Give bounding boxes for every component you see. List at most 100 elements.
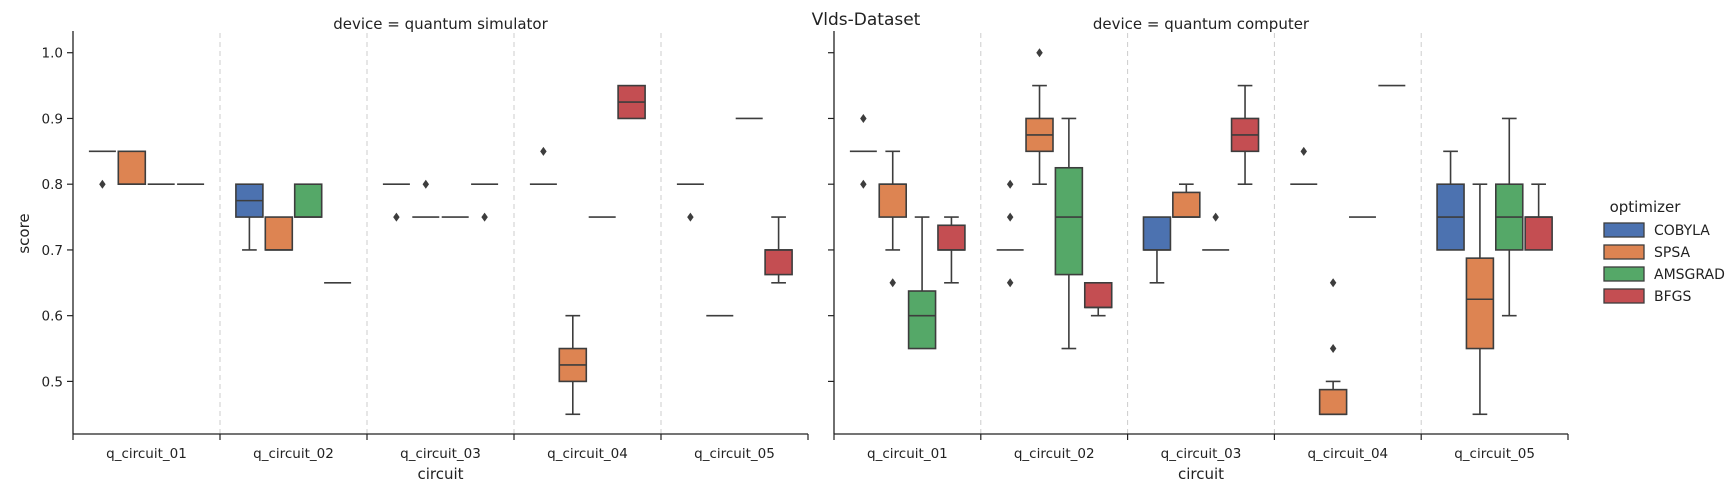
outlier-point bbox=[1006, 179, 1014, 189]
box-spsa-q_circuit_02 bbox=[264, 216, 294, 251]
box-cobyla-q_circuit_04 bbox=[529, 146, 557, 185]
box-cobyla-q_circuit_03 bbox=[1142, 216, 1172, 284]
box-body bbox=[1465, 257, 1495, 350]
x-tick-label: q_circuit_04 bbox=[547, 446, 628, 462]
x-tick-label: q_circuit_05 bbox=[694, 446, 775, 462]
outlier-point bbox=[860, 113, 867, 123]
box-body bbox=[1054, 166, 1084, 276]
box-body bbox=[937, 224, 966, 251]
box-cobyla-q_circuit_02 bbox=[235, 183, 264, 251]
y-tick-label: 0.6 bbox=[42, 309, 63, 325]
x-tick-label: q_circuit_01 bbox=[867, 446, 948, 462]
legend-item-amsgrad: AMSGRAD bbox=[1603, 266, 1725, 283]
box-spsa-q_circuit_04 bbox=[1318, 278, 1348, 416]
outlier-point bbox=[99, 179, 106, 189]
outlier-point bbox=[540, 146, 547, 156]
outlier-point bbox=[481, 212, 488, 222]
panels: device = quantum simulator 0.5 0.6 0.7 0.8 0.… bbox=[15, 15, 1569, 483]
panel-2: device = quantum computer q_circuit_01 q_c… bbox=[828, 15, 1569, 483]
box-body bbox=[264, 216, 294, 251]
box-body bbox=[1524, 216, 1553, 251]
x-axis-label: circuit bbox=[1178, 465, 1224, 483]
outlier-point bbox=[1329, 344, 1337, 354]
panel-1: device = quantum simulator 0.5 0.6 0.7 0.8 0.… bbox=[15, 15, 809, 483]
box-amsgrad-q_circuit_01 bbox=[907, 216, 937, 350]
outlier-point bbox=[687, 212, 694, 222]
legend-label: SPSA bbox=[1654, 245, 1690, 261]
box-body bbox=[1083, 282, 1113, 309]
box-body bbox=[117, 150, 147, 185]
outlier-point bbox=[1036, 48, 1043, 58]
box-amsgrad-q_circuit_03 bbox=[1202, 212, 1230, 251]
box-bfgs-q_circuit_02 bbox=[1083, 282, 1113, 317]
box-cobyla-q_circuit_01 bbox=[849, 113, 877, 189]
box-body bbox=[293, 183, 323, 218]
box-spsa-q_circuit_01 bbox=[878, 150, 907, 288]
y-tick-label: 0.7 bbox=[42, 243, 63, 259]
box-cobyla-q_circuit_01 bbox=[88, 150, 116, 189]
box-bfgs-q_circuit_04 bbox=[617, 84, 646, 120]
outlier-point bbox=[889, 278, 896, 288]
y-axis-label: score bbox=[15, 213, 33, 253]
x-axis-label: circuit bbox=[417, 465, 463, 483]
y-tick-label: 0.9 bbox=[42, 111, 63, 127]
box-body bbox=[764, 249, 793, 276]
legend-item-bfgs: BFGS bbox=[1603, 288, 1692, 305]
box-body bbox=[907, 290, 937, 350]
legend-label: COBYLA bbox=[1654, 223, 1710, 239]
outlier-point bbox=[1300, 146, 1307, 156]
box-body bbox=[1318, 388, 1348, 416]
box-cobyla-q_circuit_03 bbox=[382, 183, 410, 222]
legend-item-cobyla: COBYLA bbox=[1603, 222, 1710, 239]
box-amsgrad-q_circuit_05 bbox=[1495, 117, 1524, 317]
chart-title: Vlds-Dataset bbox=[812, 10, 921, 30]
box-amsgrad-q_circuit_02 bbox=[293, 183, 323, 218]
outlier-point bbox=[422, 179, 430, 189]
panel-title: device = quantum simulator bbox=[333, 15, 548, 33]
outlier-point bbox=[1329, 278, 1337, 288]
legend-swatch bbox=[1603, 288, 1645, 304]
box-cobyla-q_circuit_05 bbox=[676, 183, 704, 222]
outlier-point bbox=[1006, 278, 1014, 288]
legend-swatch bbox=[1603, 244, 1645, 260]
box-spsa-q_circuit_02 bbox=[1025, 48, 1054, 185]
x-tick-label: q_circuit_04 bbox=[1307, 446, 1388, 462]
box-bfgs-q_circuit_05 bbox=[1524, 183, 1553, 251]
y-tick-label: 0.5 bbox=[42, 374, 63, 390]
box-spsa-q_circuit_01 bbox=[117, 150, 147, 185]
box-spsa-q_circuit_04 bbox=[558, 314, 588, 416]
box-bfgs-q_circuit_03 bbox=[1230, 84, 1260, 185]
legend: optimizer COBYLA SPSA AMSGRAD BFGS bbox=[1603, 198, 1725, 305]
legend-title: optimizer bbox=[1610, 198, 1682, 216]
box-bfgs-q_circuit_03 bbox=[471, 183, 499, 222]
outlier-point bbox=[860, 179, 867, 189]
box-body bbox=[1172, 191, 1201, 218]
x-tick-label: q_circuit_03 bbox=[1161, 446, 1242, 462]
x-tick-label: q_circuit_03 bbox=[400, 446, 481, 462]
outlier-point bbox=[393, 212, 400, 222]
legend-swatch bbox=[1603, 222, 1645, 238]
legend-label: BFGS bbox=[1654, 289, 1692, 305]
outlier-point bbox=[1006, 212, 1014, 222]
legend-swatch bbox=[1603, 266, 1645, 282]
box-spsa-q_circuit_05 bbox=[1465, 183, 1495, 416]
box-bfgs-q_circuit_05 bbox=[764, 216, 793, 284]
box-body bbox=[878, 183, 907, 218]
x-tick-label: q_circuit_05 bbox=[1454, 446, 1535, 462]
panel-title: device = quantum computer bbox=[1093, 15, 1310, 33]
x-tick-label: q_circuit_02 bbox=[253, 446, 334, 462]
box-cobyla-q_circuit_02 bbox=[996, 179, 1024, 288]
box-bfgs-q_circuit_01 bbox=[937, 216, 966, 284]
x-tick-label: q_circuit_02 bbox=[1014, 446, 1095, 462]
box-cobyla-q_circuit_05 bbox=[1436, 150, 1465, 251]
box-cobyla-q_circuit_04 bbox=[1290, 146, 1318, 185]
y-tick-label: 1.0 bbox=[42, 46, 63, 62]
legend-label: AMSGRAD bbox=[1654, 267, 1725, 283]
box-spsa-q_circuit_03 bbox=[412, 179, 440, 218]
box-amsgrad-q_circuit_02 bbox=[1054, 117, 1084, 350]
y-tick-label: 0.8 bbox=[42, 177, 63, 193]
box-body bbox=[1142, 216, 1172, 251]
legend-item-spsa: SPSA bbox=[1603, 244, 1690, 261]
outlier-point bbox=[1212, 212, 1219, 222]
